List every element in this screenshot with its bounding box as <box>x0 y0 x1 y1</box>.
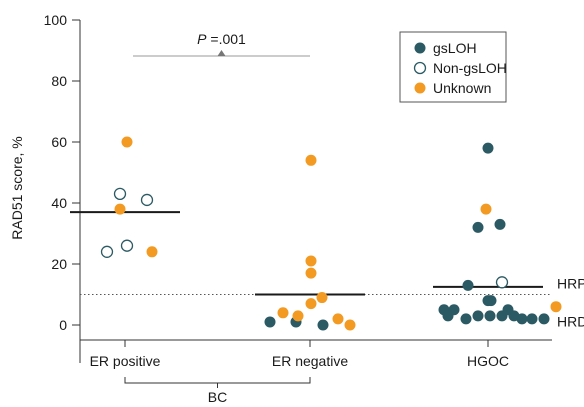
point-unknown-er-positive-2 <box>146 246 158 258</box>
point-unknown-hgoc-12 <box>480 203 492 215</box>
point-gsloh-hgoc-20 <box>442 310 454 322</box>
bc-group-label: BC <box>208 389 227 405</box>
point-unknown-er-positive-0 <box>121 136 133 148</box>
reference-line-group: HRP HRD <box>80 276 584 330</box>
point-gsloh-hgoc-13 <box>484 310 496 322</box>
x-tick-label-er-negative: ER negative <box>272 353 348 369</box>
data-points <box>100 136 562 331</box>
y-tick-label-60: 60 <box>51 134 67 150</box>
median-lines <box>70 211 543 296</box>
point-gsloh-er-negative-0 <box>264 316 276 328</box>
point-gsloh-hgoc-4 <box>494 218 506 230</box>
point-gsloh-hgoc-12 <box>472 310 484 322</box>
point-unknown-er-negative-3 <box>305 154 317 166</box>
legend-marker-unknown <box>414 82 426 94</box>
legend-label-non-gsloh: Non-gsLOH <box>433 60 507 76</box>
legend-marker-non-gsloh <box>413 61 427 75</box>
point-gsloh-hgoc-6 <box>462 279 474 291</box>
point-non-gsloh-er-positive-0 <box>113 187 127 201</box>
p-value-number: =.001 <box>207 31 247 47</box>
point-unknown-er-negative-8 <box>277 307 289 319</box>
p-value-label: P =.001 <box>197 31 246 47</box>
point-gsloh-hgoc-18 <box>538 313 550 325</box>
point-unknown-hgoc-13 <box>550 301 562 313</box>
point-gsloh-hgoc-5 <box>472 221 484 233</box>
point-unknown-er-negative-11 <box>344 319 356 331</box>
y-tick-label-80: 80 <box>51 73 67 89</box>
point-non-gsloh-er-positive-1 <box>140 193 154 207</box>
x-tick-label-er-positive: ER positive <box>90 353 161 369</box>
reference-label-hrp: HRP <box>557 276 584 292</box>
point-gsloh-hgoc-8 <box>485 295 497 307</box>
y-tick-label-100: 100 <box>44 12 68 28</box>
legend-label-unknown: Unknown <box>433 80 491 96</box>
point-gsloh-hgoc-3 <box>482 142 494 154</box>
point-gsloh-hgoc-17 <box>502 304 514 316</box>
point-non-gsloh-er-positive-3 <box>100 245 114 258</box>
reference-label-hrd: HRD <box>557 314 584 330</box>
point-unknown-er-negative-6 <box>316 292 328 304</box>
p-value-italic-p: P <box>197 31 207 47</box>
point-unknown-er-negative-7 <box>305 298 317 310</box>
bc-bracket-line <box>124 377 311 384</box>
y-tick-label-40: 40 <box>51 195 67 211</box>
point-gsloh-hgoc-19 <box>516 313 528 325</box>
point-gsloh-hgoc-16 <box>526 313 538 325</box>
significance-triangle-marker <box>217 50 226 56</box>
legend-label-gsloh: gsLOH <box>433 40 477 56</box>
point-gsloh-er-negative-2 <box>317 319 329 331</box>
y-tick-label-0: 0 <box>59 317 67 333</box>
legend: gsLOH Non-gsLOH Unknown <box>399 31 507 103</box>
y-axis: 0 20 40 60 80 100 <box>44 12 80 333</box>
x-axis: ER positive ER negative HGOC <box>80 339 552 369</box>
bc-group-bracket: BC <box>124 377 311 405</box>
point-non-gsloh-er-positive-2 <box>120 239 134 252</box>
significance-bracket: P =.001 <box>133 31 310 57</box>
point-non-gsloh-hgoc-4 <box>495 276 509 289</box>
point-unknown-er-negative-10 <box>332 313 344 325</box>
x-tick-label-hgoc: HGOC <box>467 353 509 369</box>
y-tick-label-20: 20 <box>51 256 67 272</box>
point-unknown-er-positive-1 <box>114 203 126 215</box>
point-gsloh-hgoc-11 <box>460 313 472 325</box>
point-unknown-er-negative-5 <box>305 267 317 279</box>
y-axis-title: RAD51 score, % <box>9 136 25 239</box>
point-unknown-er-negative-4 <box>305 255 317 267</box>
legend-marker-gsloh <box>414 42 426 54</box>
point-unknown-er-negative-9 <box>292 310 304 322</box>
